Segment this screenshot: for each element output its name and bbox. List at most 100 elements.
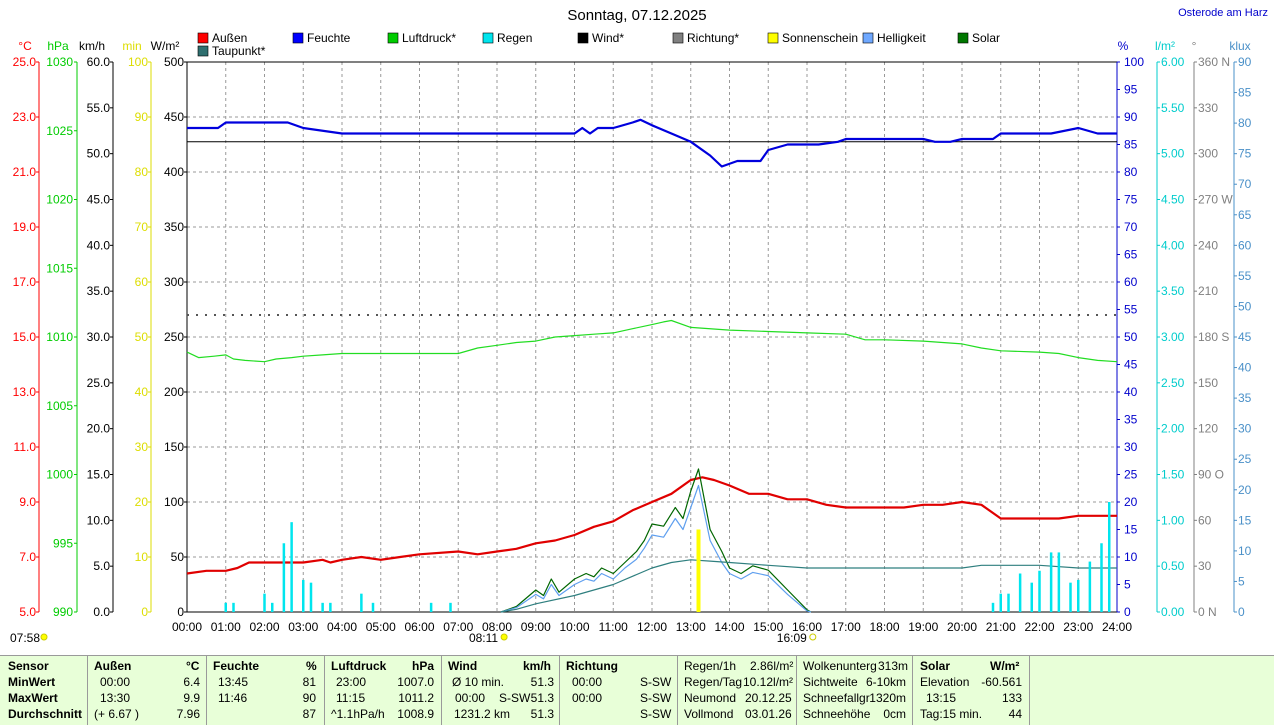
elevation-value: -60.561: [981, 675, 1022, 689]
legend-swatch: [672, 32, 684, 44]
direction-unit: °: [1192, 39, 1197, 53]
direction-tick-label: 0 N: [1198, 605, 1217, 619]
sunmin-tick-label: 100: [128, 55, 148, 69]
wind-max-dir: S-SW: [499, 691, 531, 705]
regen-bar: [232, 602, 235, 612]
solar-tick-label: 50: [171, 550, 185, 564]
temp-tick-label: 17.0: [13, 275, 37, 289]
solar-tick-label: 400: [164, 165, 184, 179]
richtung-max-value: S-SW: [640, 691, 672, 705]
x-tick-label: 11:00: [599, 620, 628, 634]
snow-depth-value: 0cm: [883, 707, 906, 721]
luftdruck-header: Luftdruck: [331, 659, 387, 673]
pressure-tick-label: 1015: [46, 261, 73, 275]
temp-tick-label: 11.0: [14, 440, 37, 454]
humidity-tick-label: 40: [1124, 385, 1138, 399]
rain-tick-label: 2.00: [1161, 422, 1185, 436]
wind-tick-label: 20.0: [87, 422, 111, 436]
lux-tick-label: 40: [1238, 361, 1252, 375]
taupunkt-line: [500, 559, 1117, 613]
rain-tick-label: 3.50: [1161, 284, 1185, 298]
x-tick-label: 07:00: [443, 620, 473, 634]
lux-tick-label: 90: [1238, 55, 1252, 69]
sunmin-tick-label: 40: [135, 385, 149, 399]
legend-swatch: [767, 32, 779, 44]
regen-bar: [1088, 561, 1092, 612]
wind-tick-label: 25.0: [87, 376, 111, 390]
legend-label: Feuchte: [307, 31, 351, 45]
sunmin-tick-label: 50: [135, 330, 149, 344]
legend-label: Taupunkt*: [212, 44, 266, 58]
sunset-label: 16:09: [777, 631, 807, 645]
regen-bar: [360, 593, 363, 612]
rain-tick-label: 5.00: [1161, 147, 1185, 161]
aussen-max-time: 13:30: [100, 691, 131, 705]
solar-unit: W/m²: [151, 39, 180, 53]
sunmin-tick-label: 30: [135, 440, 149, 454]
regen-bar: [271, 602, 274, 612]
humidity-tick-label: 25: [1124, 468, 1138, 482]
rain-day-value: 10.12l/m²: [743, 675, 794, 689]
solar-tick-label: 0: [177, 605, 184, 619]
x-tick-label: 12:00: [637, 620, 667, 634]
direction-tick-label: 360 N: [1198, 55, 1230, 69]
solar-tick-label: 300: [164, 275, 184, 289]
rain-1h-label: Regen/1h: [684, 659, 737, 673]
aussen-min-time: 00:00: [100, 675, 131, 689]
wind-avg10-value: 51.3: [530, 675, 554, 689]
regen-bar: [302, 579, 305, 612]
solar-line: [500, 468, 812, 613]
richtung-header: Richtung: [566, 659, 618, 673]
pressure-tick-label: 1005: [46, 399, 73, 413]
regen-bar: [1108, 502, 1111, 612]
rain-tick-label: 1.50: [1161, 468, 1185, 482]
humidity-tick-label: 90: [1124, 110, 1138, 124]
regen-bar: [321, 602, 324, 612]
solar-15min-label: Tag:15 min.: [920, 707, 983, 721]
temp-tick-label: 19.0: [13, 220, 37, 234]
legend-label: Regen: [497, 31, 532, 45]
legend-label: Außen: [212, 31, 247, 45]
luftdruck-max-time: 11:15: [336, 691, 366, 705]
direction-tick-label: 210: [1198, 284, 1218, 298]
solar-max-value: 133: [1001, 691, 1022, 705]
x-tick-label: 13:00: [676, 620, 706, 634]
wind-tick-label: 10.0: [87, 513, 111, 527]
rain-tick-label: 0.50: [1161, 559, 1185, 573]
full-moon-value: 03.01.26: [745, 707, 792, 721]
regen-bar: [282, 543, 286, 612]
start-time-label: 07:58: [10, 631, 40, 645]
regen-bar: [999, 593, 1002, 612]
lux-tick-label: 45: [1238, 330, 1252, 344]
regen-bar: [371, 602, 375, 612]
x-tick-label: 14:00: [714, 620, 744, 634]
sunmin-unit: min: [122, 39, 141, 53]
regen-bar: [224, 602, 227, 612]
legend-label: Sonnenschein: [782, 31, 858, 45]
richtung-min-time: 00:00: [572, 675, 603, 689]
rain-unit: l/m²: [1155, 39, 1175, 53]
richtung-avg-value: S-SW: [640, 707, 672, 721]
legend-label: Helligkeit: [877, 31, 926, 45]
regen-bar: [263, 593, 266, 612]
legend-swatch: [387, 32, 399, 44]
legend-label: Luftdruck*: [402, 31, 456, 45]
regen-bar: [1007, 593, 1010, 612]
legend-label: Solar: [972, 31, 1000, 45]
außen-line: [186, 476, 1117, 575]
lux-tick-label: 15: [1238, 513, 1252, 527]
x-tick-label: 24:00: [1102, 620, 1132, 634]
regen-bar: [1030, 582, 1033, 612]
wind-avg-value: 51.3: [530, 707, 554, 721]
direction-tick-label: 180 S: [1198, 330, 1229, 344]
sunmin-tick-label: 60: [135, 275, 149, 289]
lux-tick-label: 55: [1238, 269, 1252, 283]
rain-tick-label: 4.50: [1161, 193, 1185, 207]
visibility-label: Sichtweite: [803, 675, 858, 689]
lux-tick-label: 70: [1238, 177, 1252, 191]
legend-swatch: [197, 45, 209, 57]
wind-distance: 1231.2 km: [454, 707, 511, 721]
station-name: Osterode am Harz: [1178, 7, 1268, 19]
x-tick-label: 08:00: [482, 620, 512, 634]
sunset-icon: [809, 633, 817, 641]
